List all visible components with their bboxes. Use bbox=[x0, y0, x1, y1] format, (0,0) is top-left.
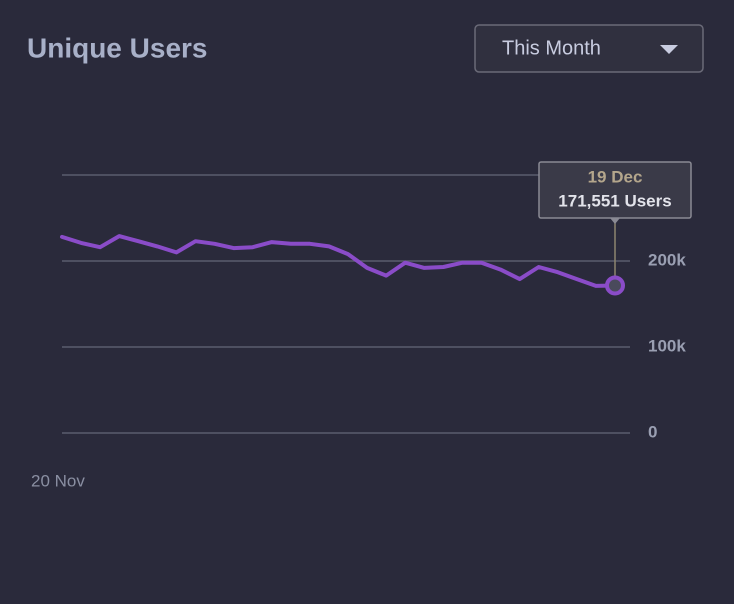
tooltip-pointer bbox=[610, 218, 620, 224]
point-marker bbox=[605, 275, 625, 296]
tooltip-date: 19 Dec bbox=[588, 167, 643, 186]
dropdown-box[interactable] bbox=[474, 24, 704, 73]
dropdown[interactable]: This Month bbox=[474, 24, 704, 73]
chart-title: Unique Users bbox=[27, 32, 208, 63]
y-tick-label: 200k bbox=[648, 250, 686, 269]
y-tick-label: 0 bbox=[648, 422, 657, 441]
y-tick-label: 100k bbox=[648, 336, 686, 355]
line bbox=[60, 234, 617, 288]
dropdown-label[interactable]: This Month bbox=[502, 37, 601, 59]
x-tick-label: 20 Nov bbox=[31, 471, 85, 490]
tooltip-value: 171,551 Users bbox=[558, 191, 671, 210]
dropdown-arrow[interactable] bbox=[660, 45, 678, 54]
